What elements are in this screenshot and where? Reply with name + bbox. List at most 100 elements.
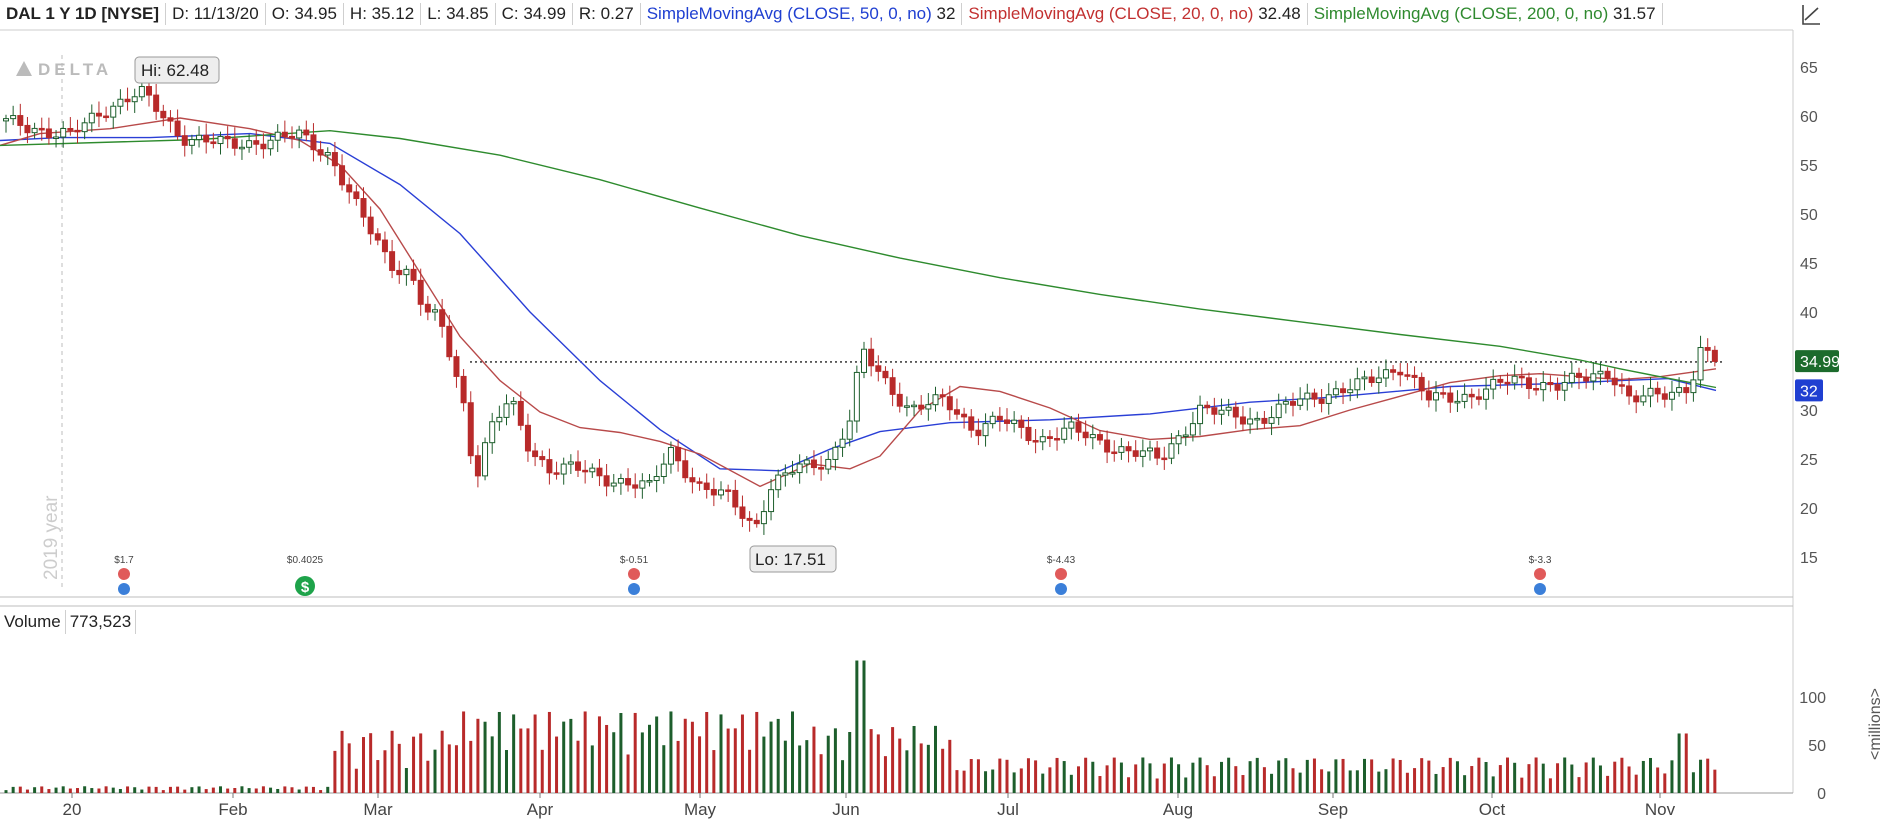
candle-body [1032, 440, 1039, 443]
price-tick-label: 50 [1800, 207, 1818, 224]
price-tick-label: 25 [1800, 452, 1818, 469]
candle-body [1633, 395, 1640, 403]
volume-bar [762, 736, 766, 793]
volume-bar [1069, 774, 1073, 793]
volume-bar [755, 711, 759, 793]
time-tick-label: Mar [363, 800, 393, 819]
candle-body [95, 112, 102, 117]
drawing-tools-icon[interactable] [1798, 2, 1824, 28]
volume-bar [1491, 776, 1495, 793]
volume-bar [912, 725, 916, 793]
candle-body [882, 370, 889, 379]
candle-body [1468, 393, 1475, 398]
volume-bar [1434, 773, 1438, 793]
candle-body [1540, 382, 1547, 391]
volume-bar [1455, 761, 1459, 793]
candle-body [1583, 376, 1590, 382]
candle-body [138, 86, 145, 98]
candle-body [1254, 417, 1261, 421]
candle-body [796, 463, 803, 474]
candle-body [45, 128, 52, 139]
candle-body [1397, 371, 1404, 376]
candle-body [1683, 387, 1690, 394]
candle-body [1290, 401, 1296, 406]
volume-bar [311, 786, 315, 793]
lo-callout-text: Lo: 17.51 [755, 550, 826, 569]
volume-bar [133, 787, 137, 793]
candle-body [546, 459, 553, 474]
candle-body [1690, 379, 1697, 394]
volume-bar [197, 786, 201, 793]
candle-body [1089, 434, 1096, 439]
volume-bar [440, 730, 444, 793]
sma50-badge-text: 32 [1800, 383, 1818, 400]
volume-bar [841, 760, 845, 793]
candle-body [110, 105, 117, 118]
candle-body [131, 96, 138, 103]
candle-body [539, 456, 546, 461]
volume-bar [447, 744, 451, 793]
volume-bar [941, 748, 945, 793]
candles [3, 75, 1718, 535]
candle-body [274, 131, 281, 141]
sma200-study[interactable]: SimpleMovingAvg (CLOSE, 200, 0, no) 31.5… [1308, 3, 1663, 25]
candle-body [1325, 394, 1332, 404]
candle-body [410, 268, 417, 281]
candle-body [1039, 436, 1046, 443]
candle-body [260, 143, 267, 150]
volume-bar [426, 760, 430, 793]
volume-bar [404, 768, 408, 793]
candle-body [74, 129, 81, 133]
candle-body [589, 467, 596, 473]
volume-bar [705, 711, 709, 793]
candle-body [653, 476, 660, 482]
volume-bar [1534, 757, 1538, 793]
candle-body [760, 511, 767, 525]
candle-body [875, 365, 882, 372]
price-tick-label: 65 [1800, 60, 1818, 77]
delta-logo-watermark: DELTA [16, 60, 108, 79]
candle-body [1518, 375, 1525, 379]
sma50-study[interactable]: SimpleMovingAvg (CLOSE, 50, 0, no) 32 [641, 3, 963, 25]
candle-body [1304, 392, 1311, 400]
volume-bar [1420, 758, 1424, 793]
volume-bar [261, 786, 265, 793]
volume-bar [1062, 761, 1066, 793]
candle-body [67, 127, 74, 131]
symbol-label[interactable]: DAL 1 Y 1D [NYSE] [0, 3, 167, 25]
sma20-study[interactable]: SimpleMovingAvg (CLOSE, 20, 0, no) 32.48 [962, 3, 1308, 25]
time-tick-label: Apr [527, 800, 554, 819]
volume-bar [1220, 761, 1223, 793]
volume-tick-label: 50 [1808, 738, 1826, 755]
volume-bar [83, 786, 87, 793]
earnings-icon [118, 568, 130, 580]
volume-bar [1327, 771, 1331, 793]
candle-body [989, 415, 996, 425]
volume-bar [1055, 757, 1059, 793]
candle-body [339, 165, 346, 186]
candle-body [467, 402, 474, 457]
volume-bar [1627, 766, 1631, 793]
volume-bar [1377, 771, 1381, 793]
earnings-info-icon [1055, 583, 1067, 595]
volume-bar [555, 736, 559, 793]
volume-bar [798, 745, 802, 793]
volume-title: Volume [0, 610, 66, 634]
volume-bar [54, 787, 58, 793]
candle-body [975, 429, 982, 437]
candle-body [861, 348, 867, 373]
chart-header: DAL 1 Y 1D [NYSE] D: 11/13/20 O: 34.95 H… [0, 0, 1800, 28]
volume-bar [1584, 762, 1588, 793]
volume-bar [47, 789, 51, 793]
price-tick-label: 40 [1800, 305, 1818, 322]
volume-bar [390, 730, 394, 793]
candle-body [1454, 400, 1461, 404]
time-tick-label: Oct [1479, 800, 1506, 819]
volume-bar [633, 712, 637, 793]
volume-bar [362, 737, 365, 793]
volume-bar [397, 743, 401, 793]
candle-body [953, 409, 960, 415]
volume-bar [490, 736, 494, 793]
dividend-glyph: $ [301, 579, 310, 596]
